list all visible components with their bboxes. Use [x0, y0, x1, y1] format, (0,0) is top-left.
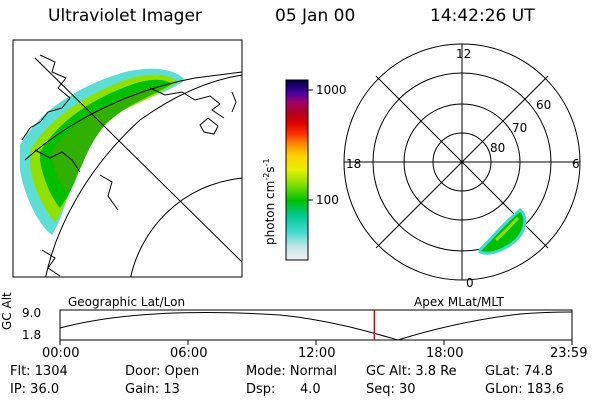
aurora-emission — [20, 68, 185, 235]
apex-label: Apex MLat/MLT — [414, 295, 504, 309]
status-mode: Mode: Normal — [246, 364, 337, 379]
polar-plot — [343, 43, 581, 281]
timeline-xtick-1800: 18:00 — [426, 346, 464, 361]
status-dsp-label: Dsp: — [246, 382, 276, 397]
polar-aurora — [478, 208, 527, 255]
status-flight: Flt: 1304 — [10, 364, 68, 379]
status-sequence: Seq: 30 — [366, 382, 416, 397]
unit-exponent-1: -2 — [262, 172, 271, 181]
timeline-ytick-min: 1.8 — [22, 328, 42, 342]
status-dsp-value: 4.0 — [300, 382, 321, 397]
date-label: 05 Jan 00 — [275, 6, 356, 26]
mlt-label-18: 18 — [346, 157, 362, 171]
timeline-ytick-max: 9.0 — [22, 306, 42, 320]
app-title: Ultraviolet Imager — [48, 6, 202, 26]
timeline-xtick-0600: 06:00 — [170, 346, 208, 361]
status-glon: GLon: 183.6 — [485, 382, 565, 397]
unit-text: photon cm — [263, 180, 277, 245]
status-ip: IP: 36.0 — [10, 382, 60, 397]
colorbar-unit-label: photon cm-2s-1 — [262, 158, 277, 245]
colorbar-tick-100: 100 — [316, 193, 339, 207]
mlat-label-60: 60 — [536, 98, 552, 112]
status-glat: GLat: 74.8 — [485, 364, 553, 379]
time-label: 14:42:26 UT — [430, 6, 535, 26]
status-door: Door: Open — [125, 364, 200, 379]
altitude-timeline — [59, 309, 573, 345]
status-gain: Gain: 13 — [125, 382, 180, 397]
colorbar-tick-1000: 1000 — [316, 83, 347, 97]
mlt-label-12: 12 — [456, 47, 472, 61]
geographic-map — [12, 39, 243, 278]
coastlines — [21, 54, 237, 277]
mlat-label-70: 70 — [512, 121, 528, 135]
unit-s: s — [263, 166, 277, 173]
mlt-label-6: 6 — [572, 157, 580, 171]
timeline-xtick-0000: 00:00 — [42, 346, 80, 361]
colorbar — [285, 79, 313, 261]
timeline-xtick-2359: 23:59 — [550, 346, 588, 361]
status-gc-altitude: GC Alt: 3.8 Re — [366, 364, 457, 379]
unit-exponent-2: -1 — [262, 158, 271, 167]
grid-lines — [24, 57, 242, 277]
timeline-ylabel: GC Alt — [0, 292, 14, 330]
geo-label: Geographic Lat/Lon — [68, 295, 186, 309]
timeline-xtick-1200: 12:00 — [298, 346, 336, 361]
mlt-label-0: 0 — [466, 276, 474, 290]
mlat-label-80: 80 — [490, 141, 506, 155]
